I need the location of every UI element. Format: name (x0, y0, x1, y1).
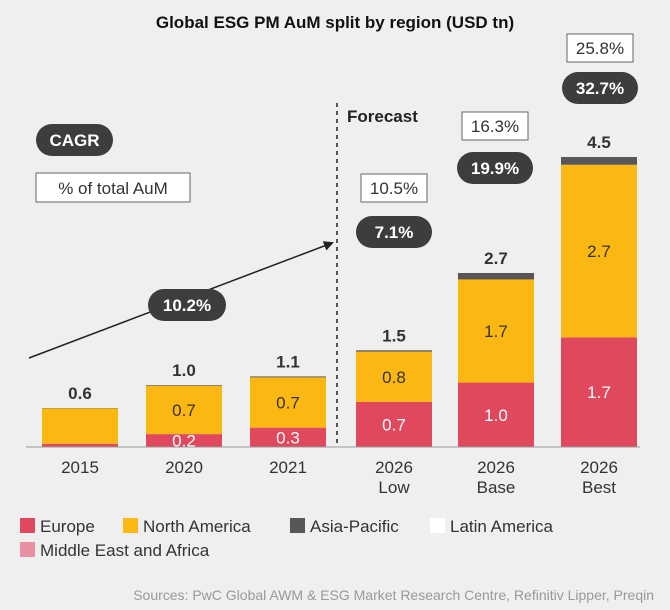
cagr-pill (457, 152, 533, 184)
bar-segment (42, 408, 118, 444)
cagr-value: 7.1% (375, 223, 414, 242)
legend-swatch (290, 518, 305, 533)
bar-segment (458, 382, 534, 447)
bar-segment (458, 273, 534, 280)
bar-segment (356, 401, 432, 447)
cagr-pill (356, 216, 432, 248)
historic-cagr-pill (148, 289, 226, 321)
segment-value-label: 0.7 (172, 401, 196, 420)
segment-value-label: 0.2 (172, 432, 196, 451)
bar-total-label: 1.5 (382, 326, 406, 345)
bar-segment (146, 385, 222, 435)
bar-total-label: 1.0 (172, 361, 196, 380)
cagr-pill (562, 72, 638, 104)
share-value: 16.3% (471, 117, 519, 136)
bar-segment (561, 337, 637, 447)
legend-swatch (430, 518, 445, 533)
x-tick-sublabel: Low (378, 478, 410, 497)
bar-segment (146, 385, 222, 386)
cagr-value: 19.9% (471, 159, 519, 178)
bar-segment (250, 376, 326, 378)
bar-total-label: 2.7 (484, 249, 508, 268)
cagr-value: 32.7% (576, 79, 624, 98)
x-tick-label: 2015 (61, 458, 99, 477)
bar-segment (356, 351, 432, 402)
segment-value-label: 1.7 (587, 383, 611, 402)
segment-value-label: 1.7 (484, 322, 508, 341)
bar-segment (146, 434, 222, 447)
x-tick-sublabel: Base (477, 478, 516, 497)
bar-segment (356, 350, 432, 352)
segment-value-label: 0.8 (382, 368, 406, 387)
segment-value-label: 0.7 (382, 415, 406, 434)
bar-total-label: 0.6 (68, 384, 92, 403)
legend: Europe North America Asia-Pacific Latin Ame… (20, 517, 554, 560)
segment-value-label: 1.0 (484, 406, 508, 425)
legend-label: Asia-Pacific (310, 517, 399, 536)
legend-label: North America (143, 517, 251, 536)
share-box (566, 33, 634, 63)
bars-group (42, 157, 637, 447)
bar-segment (250, 377, 326, 428)
bar-total-label: 1.1 (276, 352, 300, 371)
x-tick-label: 2026 (375, 458, 413, 477)
share-value: 25.8% (576, 39, 624, 58)
share-box (360, 173, 428, 203)
segment-value-label: 2.7 (587, 242, 611, 261)
bar-total-label: 4.5 (587, 133, 611, 152)
forecast-annotations-group: 10.5% 7.1% 16.3% 19.9% 25.8% 32.7% (356, 33, 638, 248)
bar-segment (42, 443, 118, 447)
bar-segment (458, 279, 534, 383)
source-note: Sources: PwC Global AWM & ESG Market Res… (133, 587, 654, 603)
x-tick-label: 2021 (269, 458, 307, 477)
chart-title: Global ESG PM AuM split by region (USD t… (156, 13, 514, 32)
x-tick-label: 2026 (477, 458, 515, 477)
forecast-label: Forecast (347, 107, 418, 126)
legend-swatch (20, 518, 35, 533)
share-legend-text: % of total AuM (58, 179, 168, 198)
share-legend-box (35, 172, 191, 203)
segment-value-label: 0.7 (276, 394, 300, 413)
cagr-legend-text: CAGR (49, 131, 99, 150)
legend-label: Europe (40, 517, 95, 536)
totals-group: 0.6 1.0 1.1 1.5 2.7 4.5 (68, 133, 611, 403)
segment-value-label: 0.3 (276, 428, 300, 447)
segment-labels-group: 0.2 0.7 0.3 0.7 0.7 0.8 1.0 1.7 1.7 2.7 (172, 242, 611, 450)
cagr-legend-pill (36, 124, 113, 156)
share-value: 10.5% (370, 179, 418, 198)
share-box (461, 111, 529, 141)
bar-segment (250, 427, 326, 447)
legend-label: Middle East and Africa (40, 541, 210, 560)
x-tick-sublabel: Best (582, 478, 616, 497)
x-tick-label: 2020 (165, 458, 203, 477)
legend-swatch (123, 518, 138, 533)
bar-segment (561, 164, 637, 338)
legend-swatch (20, 542, 35, 557)
historic-cagr-text: 10.2% (163, 296, 211, 315)
x-tick-label: 2026 (580, 458, 618, 477)
legend-label: Latin America (450, 517, 554, 536)
bar-segment (561, 157, 637, 165)
